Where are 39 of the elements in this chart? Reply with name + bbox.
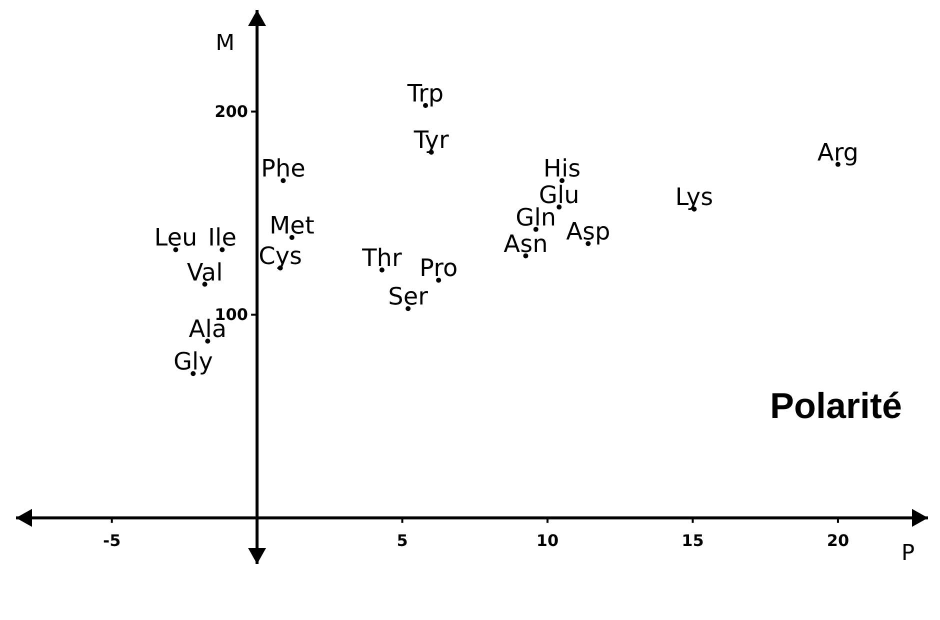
point [220,247,225,252]
data-label: Pro [420,254,458,282]
data-label: Leu [154,224,198,252]
x-tick-label: 5 [396,530,408,550]
point [280,178,286,184]
data-label: Thr [361,244,402,272]
y-axis-title: M [216,31,235,56]
data-label: Trp [406,79,444,108]
data-label: Cys [258,242,302,270]
point [173,247,178,252]
data-label: Ile [208,224,236,252]
point [202,282,208,287]
point [406,306,411,312]
x-tick-label: 10 [536,530,559,550]
point [533,226,538,232]
point [205,338,210,344]
x-tick-label: 20 [826,530,850,550]
data-label: Val [186,258,223,286]
data-label: Lys [675,183,714,212]
data-label: Asn [504,230,548,258]
data-label: Asp [566,218,610,246]
point [560,178,565,184]
y-tick-label: 200 [214,102,248,122]
x-axis-title: P [901,540,915,566]
point [436,278,442,283]
data-label: Arg [817,138,859,166]
x-tick-label: 15 [682,530,704,550]
x-tick-label: -5 [102,530,121,550]
annotation: Polarité [770,384,902,426]
data-label: Gly [173,348,213,376]
point [289,235,294,240]
point [379,268,384,273]
point [556,204,562,210]
point [523,253,528,258]
data-label: Tyr [412,126,449,154]
data-label: Ser [388,282,428,311]
data-label: Met [269,212,314,240]
data-label: Phe [260,154,306,183]
data-label: His [543,154,581,183]
